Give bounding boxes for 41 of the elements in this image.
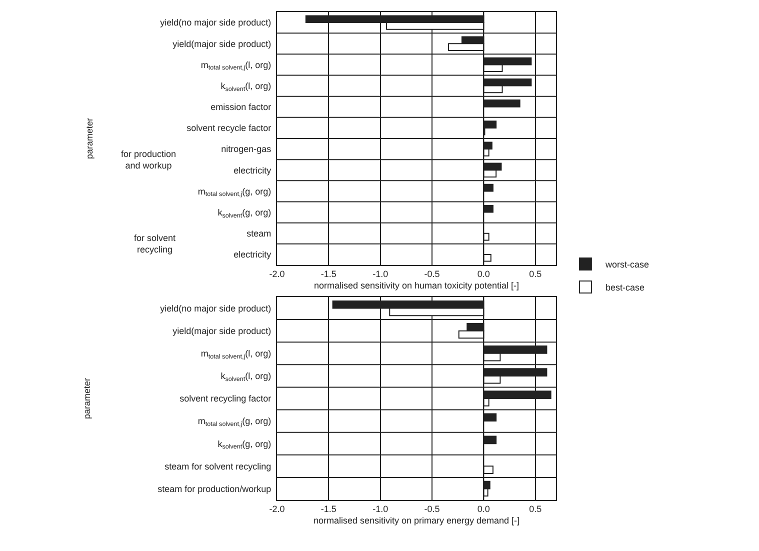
x-tick-label: 0.5 (529, 268, 542, 279)
y-tick-label: k$_{solvent}$(g, org) (218, 438, 272, 451)
text: for solvent recycling (134, 233, 176, 255)
text: for production and workup (121, 149, 176, 171)
y-tick-label: steam for production/workup (158, 484, 272, 494)
y-tick-label: steam for solvent recycling (164, 461, 272, 472)
y-tick-label: k$_{solvent}$(l, org) (220, 80, 272, 93)
y-tick-label: m$_{total solvent,j}$(l, org) (200, 60, 272, 72)
x-tick-label: -2.0 (269, 268, 285, 279)
x-tick-label: -1.0 (372, 268, 388, 279)
x-tick-label: -0.5 (424, 268, 440, 279)
y-tick-label: yield(no major side product) (160, 303, 272, 314)
x-tick-label: 0.0 (477, 504, 490, 514)
y-tick-label: yield(no major side product) (160, 18, 272, 28)
y-tick-label: solvent recycling factor (180, 394, 272, 404)
y-tick-label: m$_{total solvent,j}$(l, org) (200, 348, 272, 360)
y-tick-label: m$_{total solvent,j}$(g, org) (198, 186, 272, 198)
x-axis-title: normalised sensitivity on primary energy demand [-] (313, 516, 520, 526)
y-tick-label: yield(major side product) (172, 326, 272, 336)
y-tick-label: steam (246, 228, 272, 239)
x-axis-title: normalised sensitivity on human toxicity potential [-] (314, 280, 520, 291)
x-tick-label: -1.0 (372, 504, 388, 514)
x-tick-label: -0.5 (424, 504, 440, 514)
y-tick-label: solvent recycle factor (186, 123, 272, 134)
legend-label: worst-case (604, 260, 649, 270)
y-axis-title: parameter (84, 118, 94, 160)
y-tick-label: emission factor (210, 102, 272, 112)
legend-label: best-case (605, 282, 644, 293)
x-tick-label: -2.0 (269, 504, 285, 514)
y-tick-label: nitrogen-gas (221, 144, 272, 154)
y-tick-label: electricity (234, 165, 272, 176)
x-tick-label: -1.5 (320, 504, 336, 514)
y-tick-label: k$_{solvent}$(g, org) (218, 207, 272, 220)
y-tick-label: electricity (234, 250, 272, 260)
y-tick-label: m$_{total solvent,j}$(g, org) (198, 416, 272, 428)
x-tick-label: 0.5 (529, 504, 542, 514)
x-tick-label: 0.0 (477, 268, 490, 279)
y-tick-label: k$_{solvent}$(l, org) (220, 371, 272, 383)
x-tick-label: -1.5 (320, 268, 336, 279)
y-axis-title: parameter (82, 378, 92, 420)
y-tick-label: yield(major side product) (172, 38, 272, 49)
